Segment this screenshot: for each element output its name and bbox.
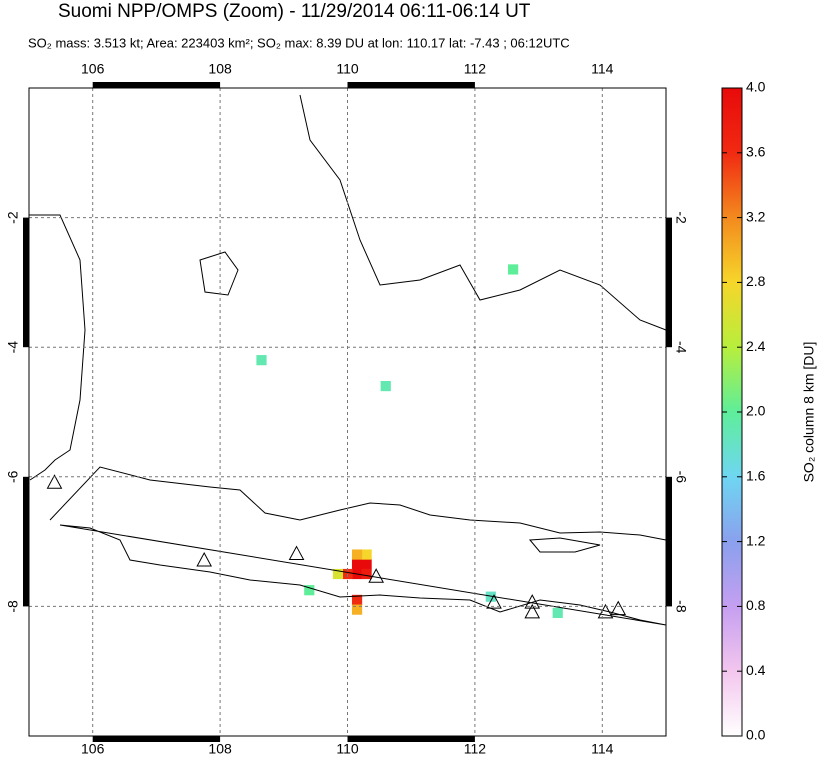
coast-island <box>199 251 239 296</box>
x-tick-label: 114 <box>591 741 614 757</box>
so2-pixel <box>351 604 363 615</box>
colorbar-tick-label: 2.0 <box>746 403 766 419</box>
volcano-marker <box>288 545 305 561</box>
volcano-marker <box>524 603 541 619</box>
colorbar-label: SO₂ column 8 km [DU] <box>801 342 817 483</box>
y-tick-label: -2 <box>5 211 21 224</box>
colorbar-tick-label: 3.2 <box>746 208 766 224</box>
y-tick-label: -6 <box>673 471 689 484</box>
x-tick-label: 114 <box>591 61 614 77</box>
y-tick-label: -4 <box>5 341 21 354</box>
so2-pixel <box>508 264 519 275</box>
so2-pixel <box>351 594 363 606</box>
so2-pixel <box>552 607 563 618</box>
plot-frame <box>28 87 667 737</box>
x-tick-label: 106 <box>81 741 105 757</box>
colorbar-tick-label: 3.6 <box>746 144 766 160</box>
colorbar-tick-label: 0.0 <box>746 727 766 743</box>
coastlines <box>29 94 667 626</box>
colorbar-tick-label: 0.8 <box>746 597 766 613</box>
so2-pixel <box>304 585 315 596</box>
coast-java <box>49 466 667 626</box>
so2-pixel <box>332 568 344 580</box>
axes: 106 106 108 108 110 110 112 112 114 114 -2 -2 -4 -4 -6… <box>5 61 690 757</box>
x-tick-label: 112 <box>464 61 487 77</box>
y-tick-label: -4 <box>673 341 689 354</box>
y-tick-label: -2 <box>673 211 689 224</box>
y-tick-label: -6 <box>5 470 21 483</box>
colorbar-tick-label: 1.6 <box>746 468 766 484</box>
x-tick-label: 108 <box>208 741 232 757</box>
so2-pixel <box>351 559 363 570</box>
frame-bar <box>23 217 29 348</box>
so2-pixel <box>380 380 391 392</box>
so2-pixel <box>361 549 372 560</box>
frame-bar <box>666 217 672 348</box>
volcano-marker <box>368 568 385 583</box>
frame-bar <box>92 82 221 88</box>
x-tick-label: 108 <box>208 61 232 77</box>
frame-bar <box>347 82 475 88</box>
frame-bar <box>92 736 221 742</box>
y-tick-label: -8 <box>5 600 21 613</box>
colorbar-tick-label: 0.4 <box>746 662 766 678</box>
x-tick-label: 106 <box>81 61 105 77</box>
so2-pixel <box>361 559 372 570</box>
colorbar-tick-label: 4.0 <box>746 79 766 95</box>
so2-pixel <box>361 568 372 580</box>
chart-subtitle: SO₂ mass: 3.513 kt; Area: 223403 km²; SO… <box>28 35 570 50</box>
colorbar-tick-label: 1.2 <box>746 532 766 548</box>
x-tick-label: 110 <box>336 741 359 757</box>
frame-bar <box>666 476 672 607</box>
x-tick-label: 112 <box>464 741 487 757</box>
coast-madura <box>528 537 601 553</box>
coast-sumatra <box>29 214 86 481</box>
x-tick-label: 110 <box>336 61 359 77</box>
frame-bar <box>23 476 29 607</box>
so2-pixel <box>485 591 496 602</box>
volcano-marker <box>196 551 213 567</box>
volcano-marker <box>46 474 63 489</box>
frame-bar <box>347 736 475 742</box>
colorbar: 0.0 0.4 0.8 1.2 1.6 2.0 2.4 2.8 3.2 3.6 4.0 SO₂ col… <box>721 79 817 743</box>
y-tick-label: -8 <box>673 600 689 613</box>
pixel-field <box>46 264 627 619</box>
colorbar-tick-label: 2.8 <box>746 273 766 289</box>
coast-borneo <box>299 94 667 331</box>
so2-pixel <box>256 355 267 366</box>
colorbar-tick-label: 2.4 <box>746 338 766 354</box>
so2-pixel <box>351 549 363 560</box>
volcano-marker <box>486 594 502 609</box>
chart-title: Suomi NPP/OMPS (Zoom) - 11/29/2014 06:11… <box>58 1 531 22</box>
